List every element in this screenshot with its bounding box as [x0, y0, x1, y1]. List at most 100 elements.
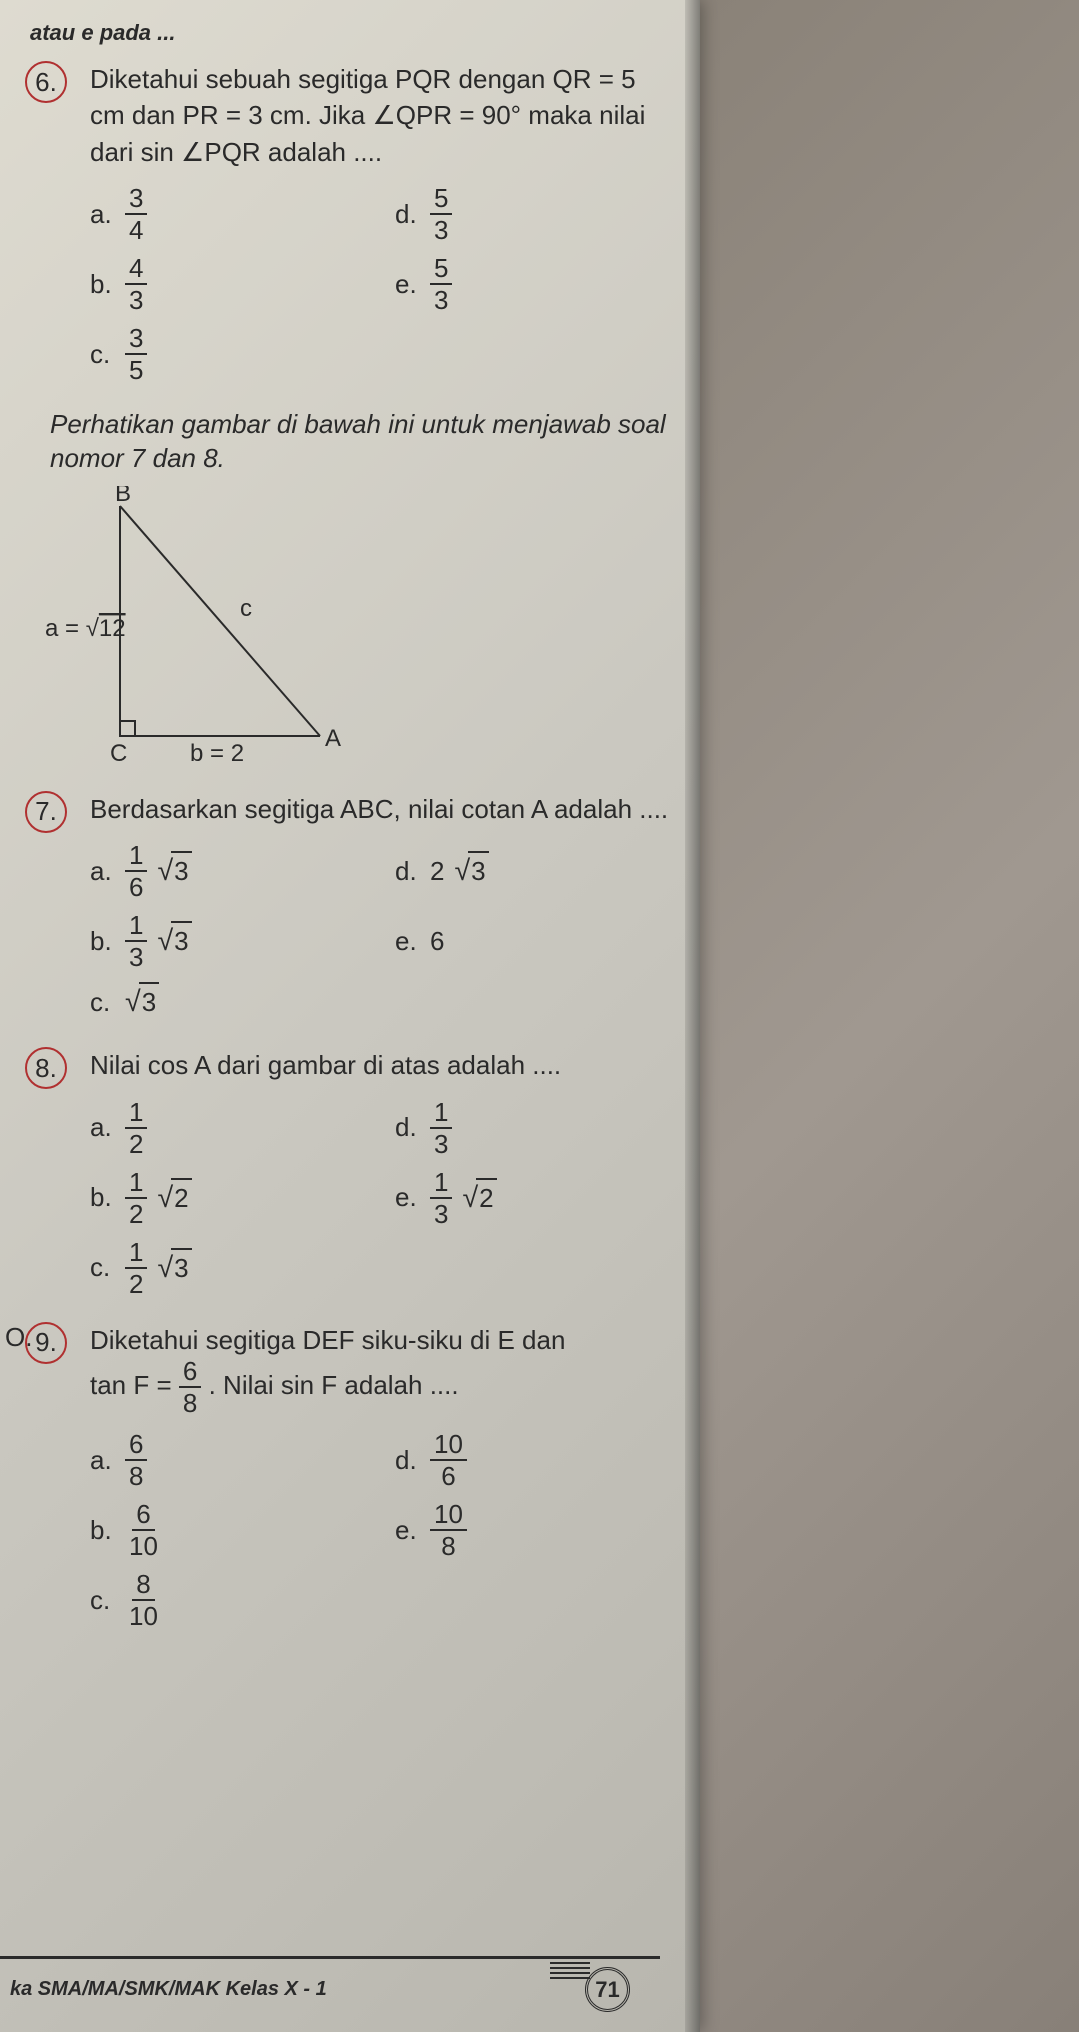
options-grid: a. 16 √3 d. 2√3 b. 13 √3 e. 6 — [90, 842, 670, 1022]
fraction: 12 — [125, 1169, 147, 1227]
option-letter: e. — [395, 1179, 420, 1215]
question-text: Berdasarkan segitiga ABC, nilai cotan A … — [90, 791, 670, 827]
option-e: e. 13 √2 — [395, 1169, 670, 1227]
coefficient: 2 — [430, 853, 444, 889]
option-letter: a. — [90, 1442, 115, 1478]
option-letter: a. — [90, 1109, 115, 1145]
numerator: 1 — [430, 1169, 452, 1199]
numerator: 1 — [125, 1169, 147, 1199]
fraction: 68 — [125, 1431, 147, 1489]
option-c: c. 35 — [90, 325, 365, 383]
option-b: b. 13 √3 — [90, 912, 365, 970]
numerator: 1 — [125, 1099, 147, 1129]
option-c: c. 810 — [90, 1571, 365, 1629]
option-c: c. 12 √3 — [90, 1239, 365, 1297]
side-b-label: b = 2 — [190, 740, 244, 766]
denominator: 2 — [125, 1199, 147, 1227]
numerator: 8 — [132, 1571, 154, 1601]
numerator: 1 — [125, 1239, 147, 1269]
option-letter: d. — [395, 1109, 420, 1145]
option-b: b. 43 — [90, 255, 365, 313]
option-a: a. 68 — [90, 1431, 365, 1489]
fraction: 13 — [430, 1099, 452, 1157]
fraction: 53 — [430, 255, 452, 313]
denominator: 3 — [125, 942, 147, 970]
denominator: 6 — [125, 872, 147, 900]
option-letter: c. — [90, 336, 115, 372]
fraction: 12 — [125, 1099, 147, 1157]
sqrt-value: 3 — [139, 982, 159, 1020]
fraction: 810 — [125, 1571, 162, 1629]
option-letter: a. — [90, 196, 115, 232]
denominator: 4 — [125, 215, 147, 243]
option-a: a. 34 — [90, 185, 365, 243]
spine-decoration — [550, 1954, 590, 1982]
denominator: 2 — [125, 1129, 147, 1157]
question-9: O. 9. Diketahui segitiga DEF siku-siku d… — [30, 1322, 670, 1629]
numerator: 10 — [430, 1501, 467, 1531]
fraction: 13 — [125, 912, 147, 970]
option-e: e. 108 — [395, 1501, 670, 1559]
instruction-text: Perhatikan gambar di bawah ini untuk men… — [50, 408, 670, 476]
question-body: Diketahui sebuah segitiga PQR dengan QR … — [90, 61, 670, 383]
option-letter: c. — [90, 984, 115, 1020]
options-grid: a. 34 d. 53 b. 43 e. 53 c. 35 — [90, 185, 670, 383]
sqrt: √3 — [157, 1248, 191, 1288]
denominator: 2 — [125, 1269, 147, 1297]
vertex-a-label: A — [325, 725, 341, 752]
option-d: d. 106 — [395, 1431, 670, 1489]
numerator: 6 — [132, 1501, 154, 1531]
fraction: 43 — [125, 255, 147, 313]
numerator: 1 — [430, 1099, 452, 1129]
option-letter: d. — [395, 1442, 420, 1478]
question-body: Diketahui segitiga DEF siku-siku di E da… — [90, 1322, 670, 1629]
fraction: 68 — [179, 1358, 201, 1416]
header-fragment: atau e pada ... — [30, 20, 670, 46]
options-grid: a. 68 d. 106 b. 610 e. 108 c. 810 — [90, 1431, 670, 1629]
fraction: 610 — [125, 1501, 162, 1559]
vertex-b-label: B — [115, 486, 131, 507]
question-6: 6. Diketahui sebuah segitiga PQR dengan … — [30, 61, 670, 383]
denominator: 8 — [179, 1388, 201, 1416]
option-d: d. 13 — [395, 1099, 670, 1157]
fraction: 16 — [125, 842, 147, 900]
option-letter: c. — [90, 1582, 115, 1618]
sqrt: √3 — [454, 851, 488, 891]
fraction: 12 — [125, 1239, 147, 1297]
question-text: Nilai cos A dari gambar di atas adalah .… — [90, 1047, 670, 1083]
numerator: 3 — [125, 185, 147, 215]
denominator: 3 — [125, 285, 147, 313]
sqrt-value: 3 — [171, 1248, 191, 1286]
option-letter: c. — [90, 1249, 115, 1285]
question-7: 7. Berdasarkan segitiga ABC, nilai cotan… — [30, 791, 670, 1022]
option-c: c. √3 — [90, 982, 365, 1022]
fraction: 34 — [125, 185, 147, 243]
fraction: 53 — [430, 185, 452, 243]
question-number: 6. — [25, 61, 67, 103]
question-number: 9. — [25, 1322, 67, 1364]
option-d: d. 53 — [395, 185, 670, 243]
denominator: 6 — [437, 1461, 459, 1489]
option-letter: a. — [90, 853, 115, 889]
option-letter: b. — [90, 923, 115, 959]
option-a: a. 12 — [90, 1099, 365, 1157]
numerator: 5 — [430, 255, 452, 285]
fraction: 106 — [430, 1431, 467, 1489]
text-pre: Diketahui segitiga DEF siku-siku di E da… — [90, 1325, 565, 1355]
question-text: Diketahui segitiga DEF siku-siku di E da… — [90, 1322, 670, 1416]
denominator: 3 — [430, 1129, 452, 1157]
numerator: 1 — [125, 912, 147, 942]
triangle-svg: B C A c b = 2 a = √12 — [40, 486, 360, 766]
background-surface — [700, 0, 1079, 2032]
denominator: 3 — [430, 215, 452, 243]
option-letter: b. — [90, 1512, 115, 1548]
numerator: 6 — [179, 1358, 201, 1388]
option-d: d. 2√3 — [395, 842, 670, 900]
fraction: 108 — [430, 1501, 467, 1559]
tan-expression: tan F = — [90, 1370, 179, 1400]
numerator: 3 — [125, 325, 147, 355]
sqrt: √2 — [157, 1178, 191, 1218]
question-body: Nilai cos A dari gambar di atas adalah .… — [90, 1047, 670, 1296]
question-8: 8. Nilai cos A dari gambar di atas adala… — [30, 1047, 670, 1296]
footer-text: ka SMA/MA/SMK/MAK Kelas X - 1 — [10, 1978, 327, 2001]
